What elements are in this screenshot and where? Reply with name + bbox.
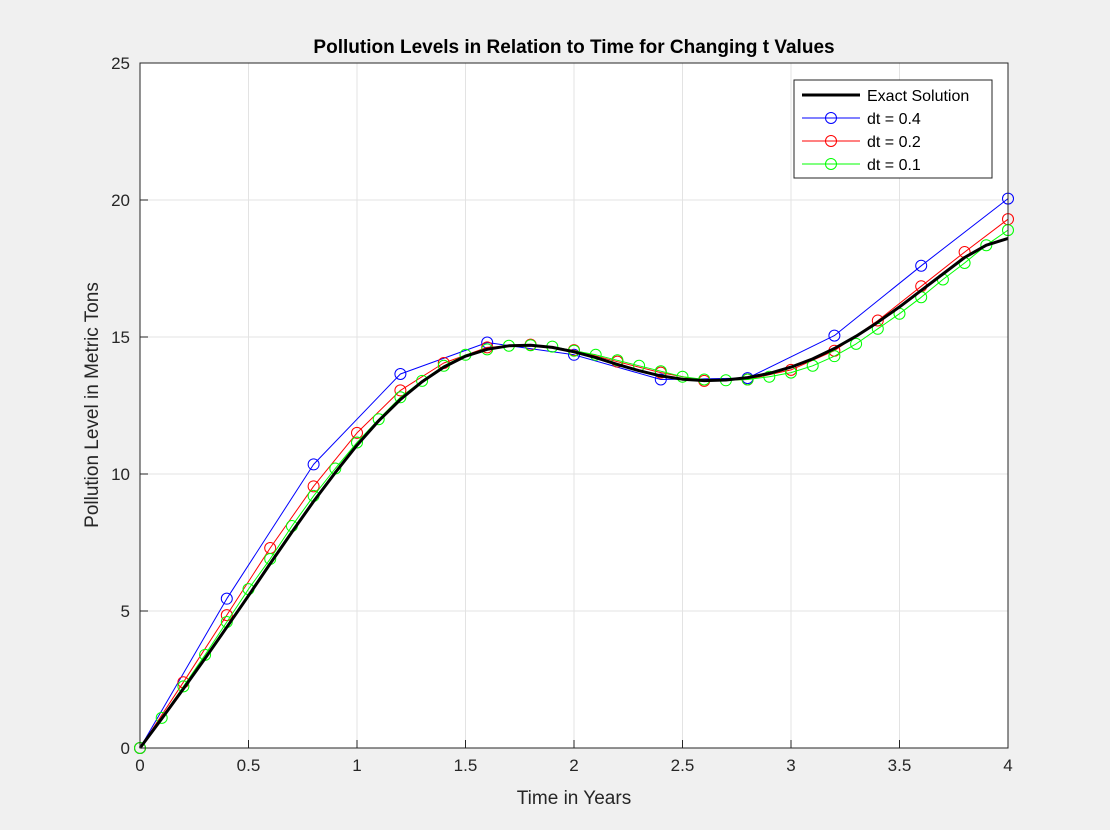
x-tick-label: 1.5 [454, 756, 478, 775]
series-line [138, 236, 1009, 749]
y-axis-label: Pollution Level in Metric Tons [82, 282, 103, 528]
x-tick-label: 2.5 [671, 756, 695, 775]
y-tick-label: 20 [111, 191, 130, 210]
x-tick-label: 1 [352, 756, 361, 775]
series-0 [138, 236, 1009, 749]
x-tick-label: 4 [1003, 756, 1012, 775]
series-layer [134, 192, 1014, 754]
data-point [394, 391, 407, 404]
data-point [676, 370, 689, 383]
data-point [155, 711, 168, 724]
chart-title: Pollution Levels in Relation to Time for… [313, 37, 834, 58]
data-point [654, 373, 667, 386]
data-point [220, 592, 233, 605]
y-tick-label: 10 [111, 465, 130, 484]
data-point [980, 239, 993, 252]
x-tick-label: 3 [786, 756, 795, 775]
y-tick-label: 15 [111, 328, 130, 347]
data-point [828, 329, 841, 342]
series-line [139, 198, 1009, 749]
legend: Exact Solution dt = 0.4 dt = 0.2 dt = 0.1 [793, 79, 993, 179]
legend-label: dt = 0.4 [867, 111, 921, 128]
y-tick-label: 0 [121, 739, 130, 758]
data-point [351, 436, 363, 449]
data-point [372, 413, 385, 426]
legend-entry: dt = 0.1 [802, 157, 921, 174]
x-tick-label: 3.5 [888, 756, 912, 775]
legend-label: dt = 0.2 [867, 134, 921, 151]
legend-entry: dt = 0.4 [802, 111, 921, 128]
data-point [416, 374, 429, 387]
data-point [915, 259, 928, 272]
data-point [220, 609, 233, 622]
data-point [394, 384, 407, 397]
data-point [394, 367, 407, 380]
legend-entry: Exact Solution [802, 88, 969, 105]
data-point [177, 680, 190, 693]
legend-marker [825, 112, 837, 124]
data-point [828, 350, 841, 363]
data-point [307, 480, 320, 493]
legend-entry: dt = 0.2 [802, 134, 921, 151]
legend-marker [825, 135, 837, 147]
data-point [763, 370, 776, 383]
data-point [351, 426, 363, 439]
legend-label: Exact Solution [867, 88, 969, 105]
legend-label: dt = 0.1 [867, 157, 921, 174]
data-point [850, 337, 863, 350]
data-point [307, 458, 320, 471]
ticks: 0 0.5 1 1.5 2 2.5 3 3.5 4 0 5 10 15 20 25 [111, 54, 1013, 775]
data-point [871, 314, 884, 327]
x-tick-label: 2 [569, 756, 578, 775]
y-tick-label: 5 [121, 602, 130, 621]
x-axis-label: Time in Years [517, 788, 631, 809]
y-tick-label: 25 [111, 54, 130, 73]
x-tick-label: 0.5 [237, 756, 261, 775]
x-tick-label: 0 [135, 756, 144, 775]
legend-marker [825, 158, 837, 170]
